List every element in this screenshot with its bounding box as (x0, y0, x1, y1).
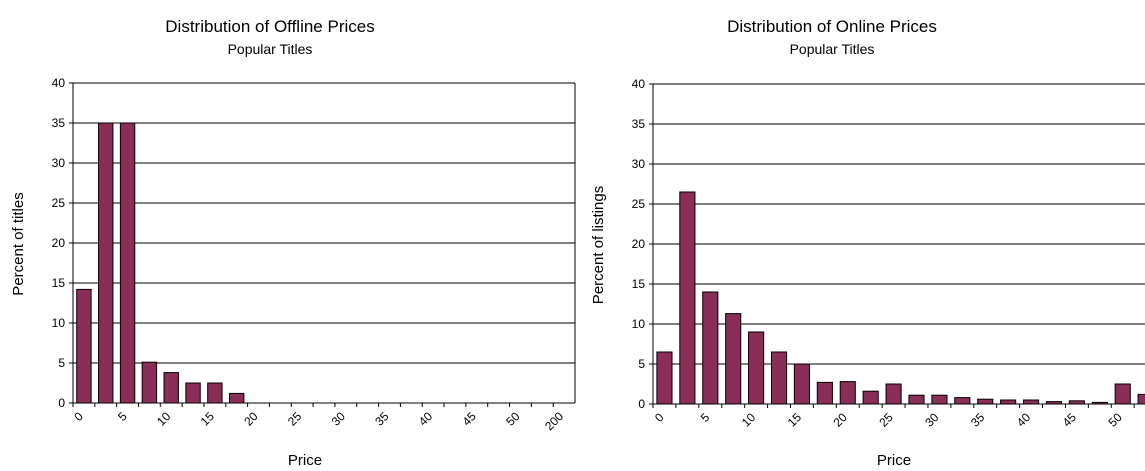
bar (185, 382, 201, 404)
bar (1023, 399, 1040, 405)
x-tick-label: 15 (198, 409, 218, 429)
x-tick-label: 45 (1060, 410, 1080, 430)
bar (725, 313, 742, 405)
x-tick-label: 20 (831, 410, 851, 430)
bar (119, 122, 136, 404)
bar (1114, 383, 1131, 405)
bar (977, 398, 994, 405)
bar (163, 372, 179, 404)
bar (1000, 399, 1017, 405)
y-tick-label: 20 (52, 236, 66, 250)
bar (793, 363, 810, 405)
y-tick-label: 25 (52, 196, 66, 210)
bar (702, 291, 719, 405)
bar (931, 394, 948, 405)
x-tick-label: 0 (652, 410, 667, 425)
bar (862, 390, 879, 405)
x-axis-label: Price (877, 452, 911, 469)
x-tick-label: 5 (698, 410, 713, 425)
bar (656, 351, 673, 405)
bar (748, 331, 765, 405)
online-prices-chart-svg: Distribution of Online Prices Popular Ti… (590, 17, 1145, 469)
x-tick-label: 10 (739, 410, 759, 430)
bar (1137, 393, 1145, 405)
x-tick-label: 40 (1014, 410, 1034, 430)
x-tick-label: 200 (542, 409, 566, 433)
y-tick-label: 25 (632, 197, 646, 211)
y-tick-label: 20 (632, 237, 646, 251)
chart-title: Distribution of Offline Prices (165, 17, 374, 36)
x-tick-label: 25 (285, 409, 305, 429)
x-tick-label: 35 (372, 409, 392, 429)
bar (228, 392, 245, 404)
bar (207, 382, 223, 404)
chart-subtitle: Popular Titles (790, 41, 875, 57)
bar (679, 191, 696, 405)
bar (816, 381, 833, 405)
x-tick-label: 30 (329, 409, 349, 429)
offline-prices-chart: Distribution of Offline Prices Popular T… (10, 17, 576, 469)
y-tick-label: 10 (632, 317, 646, 331)
y-tick-label: 15 (52, 276, 66, 290)
y-tick-label: 0 (638, 397, 645, 411)
y-tick-label: 40 (52, 76, 66, 90)
bar (885, 383, 902, 405)
y-tick-label: 5 (638, 357, 645, 371)
offline-prices-chart-svg: Distribution of Offline Prices Popular T… (10, 17, 576, 469)
bar (770, 351, 788, 405)
bar (76, 288, 92, 404)
y-tick-label: 15 (632, 277, 646, 291)
plot-area: 0 5 10 15 20 25 30 35 40 0 5 10 15 20 25 30 35 40 45 50 200 (52, 76, 576, 433)
y-tick-label: 0 (58, 396, 65, 410)
bar (1091, 401, 1108, 405)
bar (954, 397, 971, 405)
x-tick-label: 20 (241, 409, 261, 429)
y-tick-label: 5 (58, 356, 65, 370)
online-prices-chart: Distribution of Online Prices Popular Ti… (583, 0, 1145, 471)
x-tick-label: 5 (115, 409, 130, 424)
x-tick-label: 45 (460, 409, 480, 429)
y-tick-label: 30 (52, 156, 66, 170)
y-tick-label: 35 (52, 116, 66, 130)
x-tick-label: 15 (785, 410, 805, 430)
x-tick-label: 25 (876, 410, 896, 430)
y-axis-label: Percent of listings (590, 186, 607, 304)
bar (839, 381, 856, 405)
bar (141, 361, 158, 404)
x-tick-label: 50 (1105, 410, 1125, 430)
y-tick-label: 10 (52, 316, 66, 330)
chart-subtitle: Popular Titles (228, 41, 313, 57)
y-tick-label: 40 (632, 77, 646, 91)
x-tick-label: 10 (154, 409, 174, 429)
bar (1045, 401, 1063, 405)
chart-title: Distribution of Online Prices (727, 17, 937, 36)
x-tick-label: 30 (922, 410, 942, 430)
x-tick-label: 0 (71, 409, 86, 424)
bar (98, 122, 114, 404)
x-tick-label: 50 (503, 409, 523, 429)
y-axis-label: Percent of titles (10, 192, 27, 295)
x-axis-label: Price (288, 452, 322, 469)
y-tick-label: 30 (632, 157, 646, 171)
x-tick-label: 35 (968, 410, 988, 430)
x-tick-label: 40 (416, 409, 436, 429)
bar (908, 394, 925, 405)
bar (1068, 400, 1085, 405)
y-tick-label: 35 (632, 117, 646, 131)
